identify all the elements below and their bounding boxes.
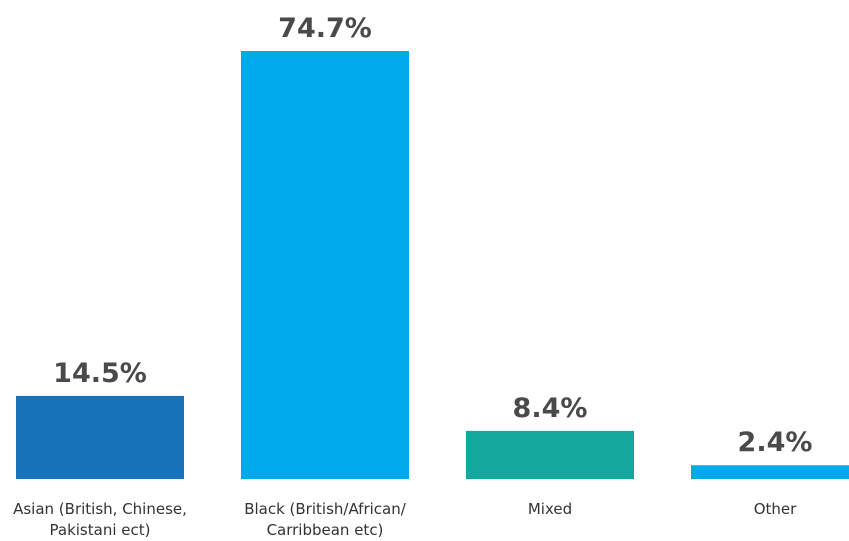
value-labels-layer: 14.5% 74.7% 8.4% 2.4% [53, 13, 812, 458]
bars-layer [16, 51, 849, 479]
value-label-1: 74.7% [278, 13, 372, 44]
category-label-3-line-0: Other [754, 500, 797, 518]
category-label-1-line-0: Black (British/African/ [244, 500, 407, 518]
category-labels-layer: Asian (British, Chinese, Pakistani ect) Bl… [13, 500, 797, 539]
category-label-1-line-1: Carribbean etc) [267, 521, 384, 539]
category-label-0-line-0: Asian (British, Chinese, [13, 500, 187, 518]
value-label-0: 14.5% [53, 358, 147, 389]
category-label-2-line-0: Mixed [528, 500, 572, 518]
value-label-2: 8.4% [513, 393, 588, 424]
bar-1 [241, 51, 409, 479]
bar-2 [466, 430, 634, 479]
category-label-0-line-1: Pakistani ect) [50, 521, 151, 539]
bar-3 [691, 465, 849, 479]
value-label-3: 2.4% [738, 427, 813, 458]
bar-0 [16, 395, 184, 479]
